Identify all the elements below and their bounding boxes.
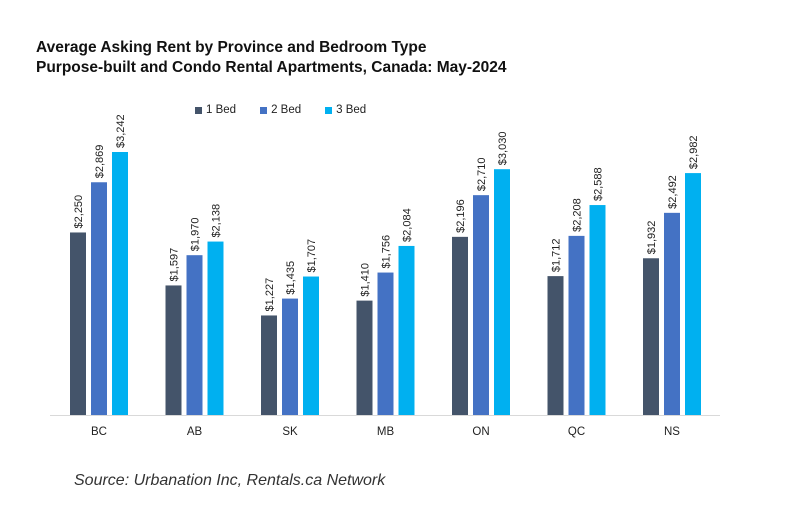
x-tick-label-mb: MB (377, 426, 395, 438)
bar-bc-1-bed (70, 232, 86, 415)
bar-mb-3-bed (398, 245, 415, 415)
data-label-ab-3-bed: $2,138 (211, 204, 223, 238)
bar-ns-2-bed (664, 212, 680, 415)
chart-subtitle: Purpose-built and Condo Rental Apartment… (36, 59, 507, 76)
data-label-sk-2-bed: $1,435 (285, 261, 297, 295)
legend-swatch-3-bed (325, 106, 333, 114)
chart-title-block: Average Asking Rent by Province and Bedr… (36, 38, 507, 78)
bar-ab-3-bed (207, 241, 224, 415)
data-label-ns-1-bed: $1,932 (646, 221, 658, 255)
bar-qc-1-bed (547, 276, 564, 415)
x-tick-label-ab: AB (187, 426, 203, 438)
x-tick-label-bc: BC (91, 426, 107, 438)
legend-label-2-bed: 2 Bed (271, 104, 302, 116)
legend-label-3-bed: 3 Bed (336, 104, 367, 116)
x-tick-label-qc: QC (568, 426, 585, 438)
legend-swatch-1-bed (195, 106, 202, 114)
data-label-ns-3-bed: $2,982 (688, 135, 700, 169)
data-label-ab-2-bed: $1,970 (190, 218, 202, 252)
data-label-bc-3-bed: $3,242 (115, 114, 127, 148)
legend: 1 Bed 2 Bed 3 Bed (195, 104, 366, 116)
legend-item-1-bed: 1 Bed (195, 104, 236, 116)
source-note: Source: Urbanation Inc, Rentals.ca Netwo… (74, 472, 386, 489)
bar-bc-3-bed (112, 152, 128, 415)
data-label-mb-1-bed: $1,410 (360, 263, 372, 297)
x-tick-label-sk: SK (282, 426, 298, 438)
data-label-ab-1-bed: $1,597 (169, 248, 181, 282)
bar-on-3-bed (494, 169, 510, 415)
data-label-bc-1-bed: $2,250 (73, 195, 85, 229)
bar-sk-1-bed (261, 315, 277, 415)
legend-item-3-bed: 3 Bed (325, 104, 366, 116)
data-label-qc-2-bed: $2,208 (572, 198, 584, 232)
bar-ab-2-bed (186, 255, 203, 415)
legend-label-1-bed: 1 Bed (206, 104, 237, 116)
bar-mb-2-bed (377, 272, 394, 415)
bar-on-2-bed (473, 195, 489, 415)
bar-qc-3-bed (589, 205, 606, 415)
bar-ns-1-bed (643, 258, 659, 415)
bar-mb-1-bed (356, 300, 373, 415)
bar-sk-2-bed (282, 298, 298, 415)
bar-sk-3-bed (303, 276, 319, 415)
data-label-on-3-bed: $3,030 (497, 132, 509, 166)
data-label-on-2-bed: $2,710 (476, 158, 488, 192)
data-label-ns-2-bed: $2,492 (667, 175, 679, 209)
bar-on-1-bed (452, 236, 468, 415)
x-tick-label-on: ON (472, 426, 489, 438)
data-label-on-1-bed: $2,196 (455, 199, 467, 233)
x-tick-label-ns: NS (664, 426, 680, 438)
chart-title: Average Asking Rent by Province and Bedr… (36, 39, 427, 56)
data-label-bc-2-bed: $2,869 (94, 145, 106, 179)
bar-ab-1-bed (165, 285, 182, 415)
data-label-qc-1-bed: $1,712 (551, 238, 563, 272)
data-label-sk-3-bed: $1,707 (306, 239, 318, 273)
legend-item-2-bed: 2 Bed (260, 104, 301, 116)
bar-ns-3-bed (685, 173, 701, 415)
data-label-qc-3-bed: $2,588 (593, 167, 605, 201)
bar-qc-2-bed (568, 235, 585, 415)
legend-swatch-2-bed (260, 106, 268, 114)
bar-bc-2-bed (91, 182, 107, 415)
data-label-mb-3-bed: $2,084 (402, 208, 414, 242)
data-label-sk-1-bed: $1,227 (264, 278, 276, 312)
data-label-mb-2-bed: $1,756 (381, 235, 393, 269)
